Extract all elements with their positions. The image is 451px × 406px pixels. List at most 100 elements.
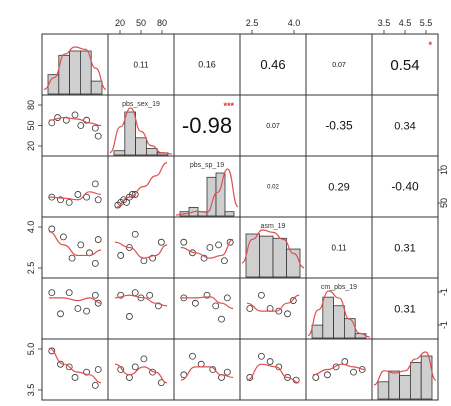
correlation-r0-c4: 0.07: [332, 62, 346, 69]
panel-r2-c3: [239, 155, 307, 218]
hist-bar-5-2: [399, 374, 411, 400]
scatter-point-r4-c2-3: [212, 302, 220, 310]
hist-bar-4-1: [322, 296, 334, 339]
fit-line-r5-c0: [48, 347, 102, 384]
hist-bar-5-0: [377, 381, 390, 400]
scatter-point-r2-c0-5: [91, 180, 99, 188]
hist-bar-3-2: [272, 237, 287, 278]
fit-line-r4-c3: [246, 294, 300, 312]
panel-content: pbs_sex_19 pbs_sp_19 asm_19 cm_pbs_19 0.11 0.…: [43, 40, 437, 400]
scatter-point-r2-c1-3: [123, 198, 130, 206]
scatter-point-r1-c0-5: [83, 116, 90, 124]
panel-r0-c2: [173, 33, 241, 96]
top-tick-label-5-1: 4.5: [399, 18, 412, 28]
scatter-point-r4-c2-5: [223, 294, 231, 302]
scatter-point-r3-c0-5: [91, 259, 99, 267]
scatter-point-r2-c0-2: [65, 198, 73, 206]
hist-bar-0-4: [90, 80, 103, 95]
right-tick-label-2-0: 50: [439, 198, 449, 208]
scatter-point-r5-c0-3: [71, 374, 79, 381]
panel-r5-c3: [239, 338, 307, 401]
correlation-r0-c2: 0.16: [198, 60, 216, 70]
significance-stars-r0-c5: *: [428, 40, 432, 50]
fit-line-r2-c1: [114, 162, 168, 209]
scatter-point-r2-c0-1: [57, 196, 64, 204]
hist-bar-4-0: [311, 324, 324, 339]
left-tick-label-1-2: 80: [26, 100, 36, 110]
scatter-point-r2-c1-6: [131, 191, 139, 198]
scatter-point-r1-c0-4: [77, 122, 85, 129]
top-tick-label-5-2: 5.5: [420, 18, 433, 28]
panel-r4-c2: [173, 277, 241, 340]
scatter-point-r5-c3-2: [266, 358, 274, 365]
panel-r1-c5: [371, 94, 439, 157]
scatter-point-r3-c1-4: [149, 254, 157, 262]
fit-line-r5-c1: [114, 363, 168, 384]
scatter-point-r5-c0-6: [94, 366, 102, 373]
correlation-r1-c4: -0.35: [325, 119, 353, 133]
scatter-point-r4-c3-5: [289, 297, 297, 304]
left-tick-label-5-0: 3.5: [26, 384, 36, 397]
scatter-point-r3-c0-1: [60, 233, 67, 241]
variable-label-4: cm_pbs_19: [321, 284, 357, 291]
scatter-point-r2-c0-3: [74, 191, 82, 198]
scatter-point-r3-c0-2: [68, 254, 76, 262]
variable-label-2: pbs_sp_19: [190, 162, 224, 169]
scatter-point-r1-c0-6: [91, 124, 99, 132]
fit-line-r2-c0: [48, 191, 102, 201]
fit-line-r5-c4: [312, 363, 366, 376]
variable-label-3: asm_19: [261, 223, 286, 230]
hist-bar-2-5: [224, 211, 235, 217]
panel-r1-c3: [239, 94, 307, 157]
scatter-point-r4-c0-5: [91, 291, 99, 299]
panel-r2-c0: [41, 155, 109, 218]
hist-bar-2-4: [215, 172, 226, 217]
scatter-point-r4-c3-1: [257, 291, 265, 299]
scatter-point-r5-c1-5: [157, 379, 165, 387]
correlation-r2-c5: -0.40: [391, 180, 419, 194]
significance-stars-r1-c2: ***: [223, 101, 234, 111]
scatter-point-r4-c2-2: [203, 291, 211, 299]
density-curve-1: [109, 107, 173, 155]
fit-line-r3-c0: [48, 231, 102, 257]
scatter-point-r3-c2-4: [215, 241, 223, 249]
panel-r4-c5: [371, 277, 439, 340]
scatter-point-r2-c0-6: [94, 196, 102, 204]
correlation-r1-c5: 0.34: [394, 120, 415, 132]
scatter-point-r3-c0-3: [77, 241, 85, 249]
top-tick-label-1-0: 20: [115, 18, 125, 28]
correlation-r1-c2: -0.98: [182, 113, 232, 138]
scatter-point-r3-c2-5: [220, 257, 228, 265]
scatter-point-r5-c0-4: [83, 368, 90, 376]
hist-bar-1-2: [135, 137, 147, 156]
variable-label-1: pbs_sex_19: [122, 101, 160, 108]
scatter-point-r5-c2-1: [189, 352, 196, 360]
correlation-r0-c3: 0.46: [260, 57, 285, 72]
scatter-point-r5-c0-5: [91, 381, 99, 389]
scatter-point-r5-c1-2: [131, 363, 139, 371]
left-tick-label-3-1: 4.0: [26, 221, 36, 234]
scatter-point-r4-c0-3: [74, 305, 82, 312]
fit-line-r4-c0: [48, 297, 102, 304]
left-tick-label-1-0: 20: [26, 141, 36, 151]
scatter-point-r4-c0-0: [48, 289, 56, 297]
scatter-point-r5-c3-0: [246, 374, 254, 381]
panel-r5-c4: [305, 338, 373, 401]
fit-line-r5-c3: [246, 363, 300, 384]
left-tick-label-1-1: 50: [26, 120, 36, 130]
scatter-point-r4-c1-0: [117, 291, 125, 299]
correlation-r0-c5: 0.54: [390, 57, 419, 74]
correlation-r0-c1: 0.11: [134, 60, 150, 69]
correlation-r2-c3: 0.02: [267, 185, 279, 191]
left-tick-label-5-1: 5.0: [26, 343, 36, 356]
correlation-r3-c5: 0.31: [394, 242, 415, 254]
density-curve-4: [307, 290, 371, 338]
density-curve-5: [373, 351, 437, 386]
scatter-point-r5-c3-4: [284, 374, 291, 381]
right-tick-label-4-0: -1: [439, 321, 449, 329]
hist-bar-0-2: [69, 50, 81, 95]
panel-r2-c5: [371, 155, 439, 218]
fit-line-r1-c0: [48, 116, 102, 127]
scatter-point-r4-c3-4: [284, 310, 291, 318]
